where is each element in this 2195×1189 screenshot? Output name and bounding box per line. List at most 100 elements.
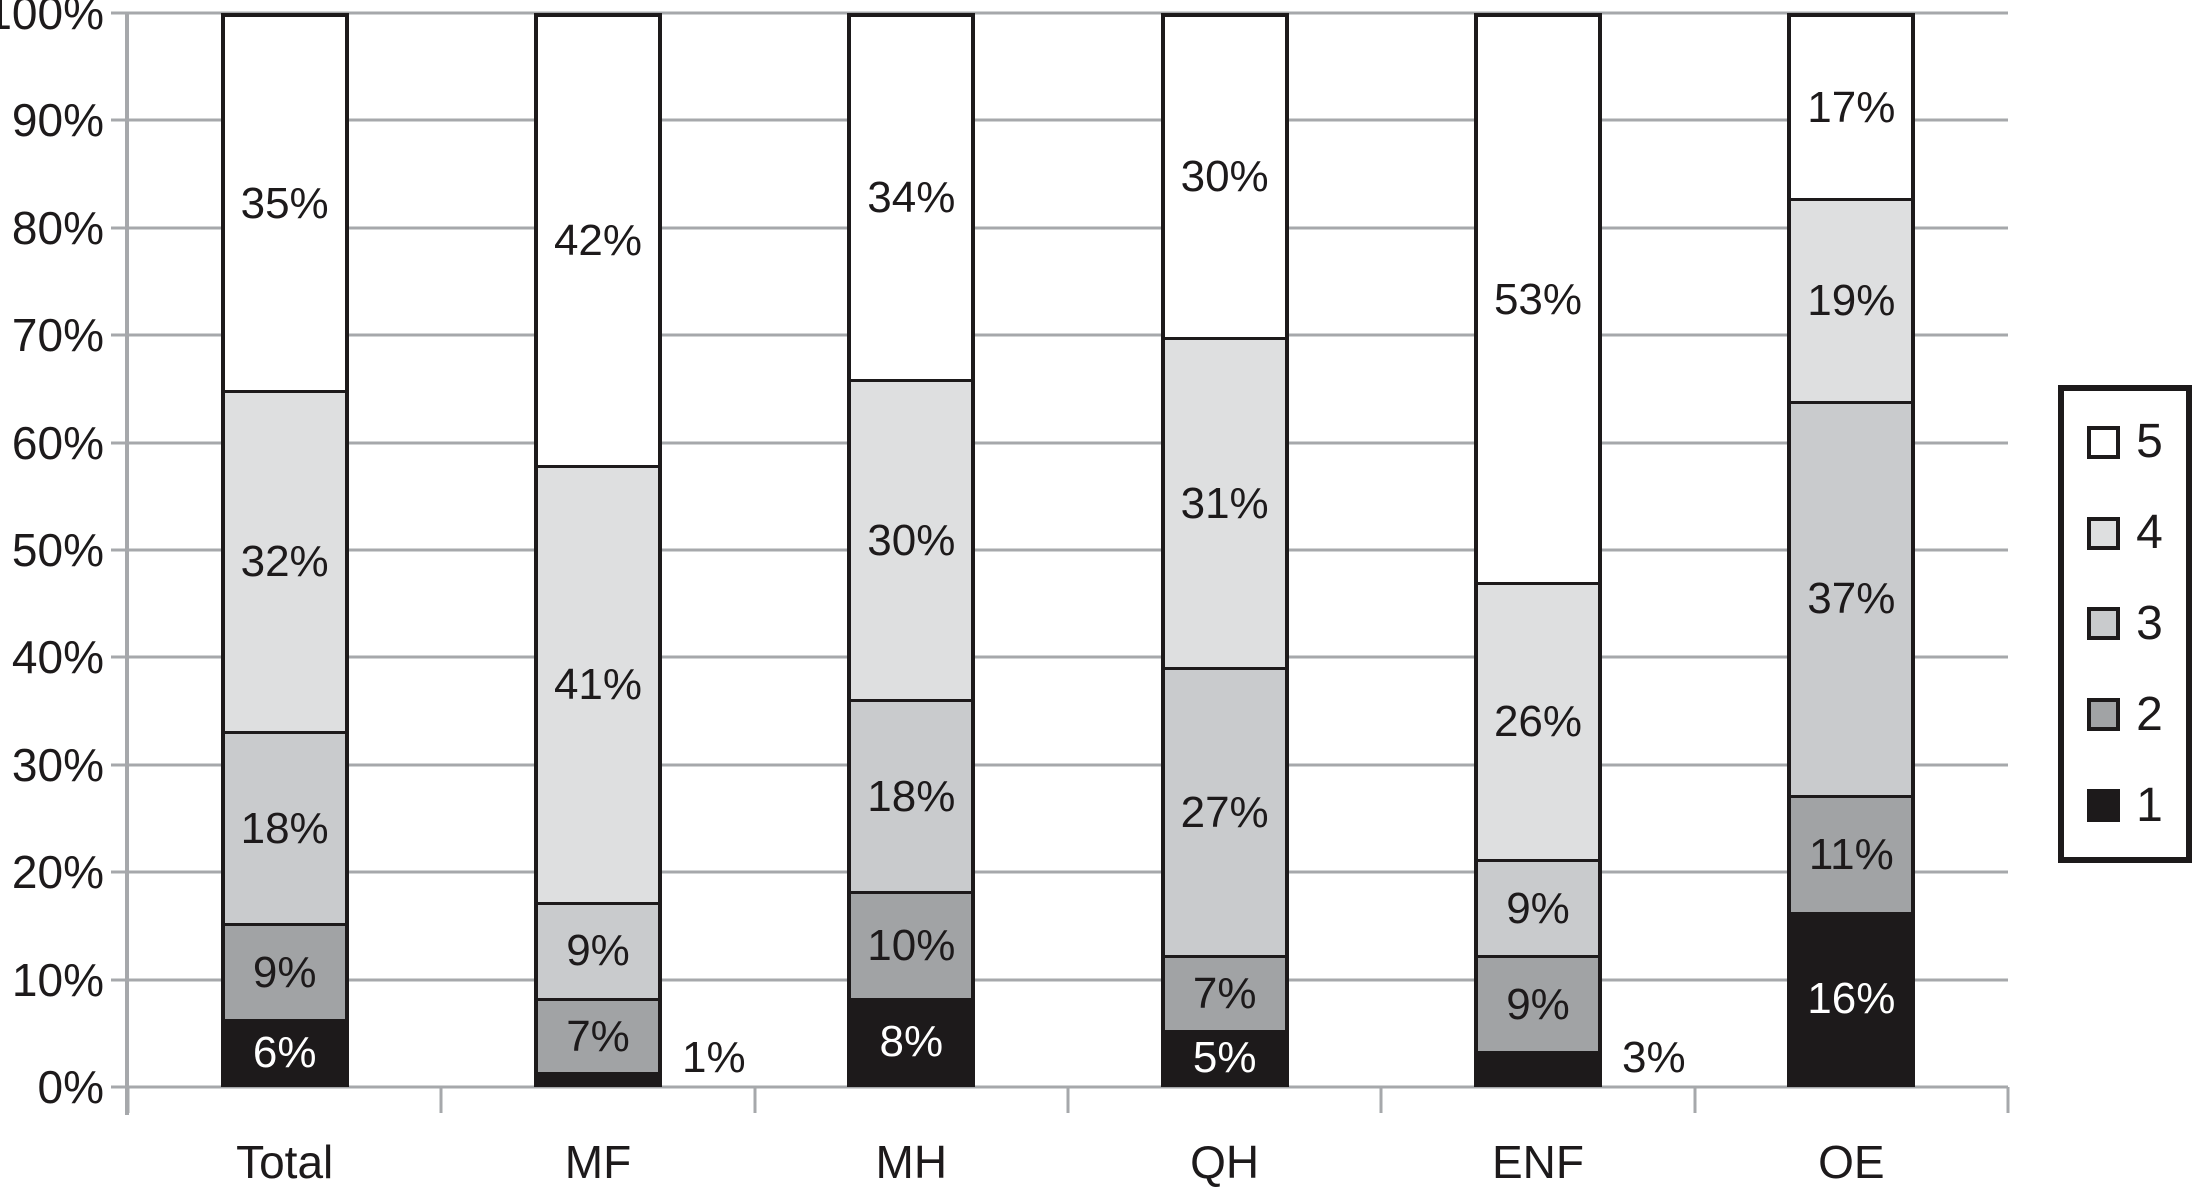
bar-segment-5: 35% — [224, 17, 345, 391]
x-axis-tick — [1693, 1087, 1697, 1113]
y-axis-tick — [111, 1085, 128, 1089]
y-axis-tick — [111, 11, 128, 15]
gridline — [128, 763, 2008, 767]
x-axis-tick — [1066, 1087, 1070, 1113]
y-axis-label: 100% — [0, 0, 104, 39]
segment-label: 16% — [1807, 974, 1896, 1024]
bar-segment-2: 7% — [538, 997, 658, 1073]
segment-label: 18% — [867, 771, 956, 821]
segment-label: 9% — [252, 947, 317, 997]
bar-segment-3: 9% — [538, 901, 658, 998]
bar-segment-2: 9% — [1478, 955, 1598, 1052]
y-axis-label: 80% — [11, 201, 104, 254]
gridline — [128, 870, 2008, 874]
segment-label: 6% — [252, 1027, 317, 1077]
segment-label: 9% — [1506, 979, 1570, 1029]
x-axis-tick — [126, 1087, 130, 1113]
x-axis-label-enf: ENF — [1491, 1136, 1584, 1188]
bar-segment-3: 27% — [1164, 667, 1285, 956]
y-axis-tick — [111, 118, 128, 122]
bar-segment-2: 11% — [1791, 795, 1912, 913]
legend-swatch-4 — [2087, 516, 2121, 550]
gridline — [128, 226, 2008, 230]
x-axis-tick — [753, 1087, 757, 1113]
bar-segment-3: 18% — [224, 731, 345, 924]
bar-segment-4: 41% — [538, 464, 658, 902]
y-axis-label: 60% — [11, 416, 104, 469]
gridline — [128, 441, 2008, 445]
x-axis-tick — [2006, 1087, 2010, 1113]
bar-segment-2: 9% — [224, 923, 345, 1020]
x-axis-label-mf: MF — [564, 1136, 632, 1188]
segment-label: 5% — [1192, 1032, 1257, 1082]
segment-label: 31% — [1180, 478, 1269, 528]
bar-segment-1: 16% — [1791, 912, 1912, 1083]
segment-label: 7% — [1192, 968, 1257, 1018]
legend-swatch-5 — [2087, 425, 2121, 459]
y-axis-tick — [111, 548, 128, 552]
plot-area: 6% 9% 18% 32% 35% 7% 9% 41% 42% 1% 8% 10% 18% 30% 34% 5… — [0, 0, 2010, 1188]
gridline — [128, 655, 2008, 659]
x-axis-label-oe: OE — [1818, 1136, 1885, 1188]
bar-segment-4: 30% — [851, 379, 972, 700]
bar-segment-4: 31% — [1164, 336, 1285, 668]
segment-label: 26% — [1493, 697, 1583, 747]
y-axis-label: 50% — [11, 524, 104, 576]
bar-segment-5: 17% — [1791, 17, 1912, 199]
segment-label: 9% — [566, 926, 630, 976]
bar-qh: 5% 7% 27% 31% 30% — [1160, 13, 1289, 1087]
gridline — [128, 978, 2008, 982]
bar-segment-1 — [538, 1072, 658, 1083]
legend-item-1: 1 — [2087, 778, 2163, 832]
y-axis-tick — [111, 226, 128, 230]
segment-label: 30% — [1180, 151, 1269, 201]
y-axis-label: 40% — [11, 631, 104, 684]
bar-mf: 7% 9% 41% 42% — [534, 13, 662, 1087]
bar-segment-2: 7% — [1164, 955, 1285, 1030]
y-axis-label: 10% — [11, 953, 104, 1006]
segment-label: 30% — [867, 515, 956, 565]
segment-label: 19% — [1807, 276, 1896, 325]
bar-segment-3: 18% — [851, 699, 972, 892]
bar-segment-1: 8% — [851, 997, 972, 1083]
segment-label-outside: 1% — [682, 1033, 746, 1082]
legend-label: 4 — [2136, 506, 2163, 560]
bar-segment-5: 53% — [1478, 17, 1598, 582]
segment-label: 7% — [566, 1011, 630, 1061]
legend-item-5: 5 — [2087, 418, 2163, 466]
gridline — [128, 548, 2008, 552]
legend-label: 1 — [2136, 778, 2163, 832]
bar-segment-1: 6% — [224, 1019, 345, 1083]
bar-segment-4: 32% — [224, 390, 345, 732]
y-axis-tick — [111, 655, 128, 659]
y-axis-label: 30% — [11, 738, 104, 791]
legend-swatch-3 — [2087, 607, 2121, 641]
bar-segment-5: 30% — [1164, 17, 1285, 337]
segment-label: 32% — [240, 537, 329, 587]
gridline — [128, 118, 2008, 122]
legend-box: 5 4 3 2 1 — [2058, 385, 2192, 863]
y-axis-tick — [111, 978, 128, 982]
y-axis-label: 0% — [37, 1061, 104, 1113]
gridline — [128, 333, 2008, 337]
y-axis-tick — [111, 441, 128, 445]
legend-swatch-1 — [2087, 789, 2121, 823]
legend-swatch-2 — [2087, 698, 2121, 732]
bar-enf: 9% 9% 26% 53% — [1474, 13, 1602, 1087]
legend-item-4: 4 — [2087, 509, 2163, 557]
legend-item-3: 3 — [2087, 596, 2163, 650]
y-axis-tick — [111, 870, 128, 874]
bar-segment-2: 10% — [851, 891, 972, 998]
bar-segment-1 — [1478, 1051, 1598, 1083]
segment-label: 11% — [1808, 830, 1894, 880]
bar-segment-3: 9% — [1478, 859, 1598, 956]
bar-segment-4: 19% — [1791, 198, 1912, 401]
legend-label: 3 — [2136, 596, 2163, 650]
x-axis-tick — [439, 1087, 443, 1113]
bar-oe: 16% 11% 37% 19% 17% — [1787, 13, 1916, 1087]
bar-segment-1: 5% — [1164, 1029, 1285, 1083]
y-axis-label: 70% — [11, 309, 104, 362]
segment-label: 37% — [1807, 574, 1896, 624]
bar-segment-5: 42% — [538, 17, 658, 465]
